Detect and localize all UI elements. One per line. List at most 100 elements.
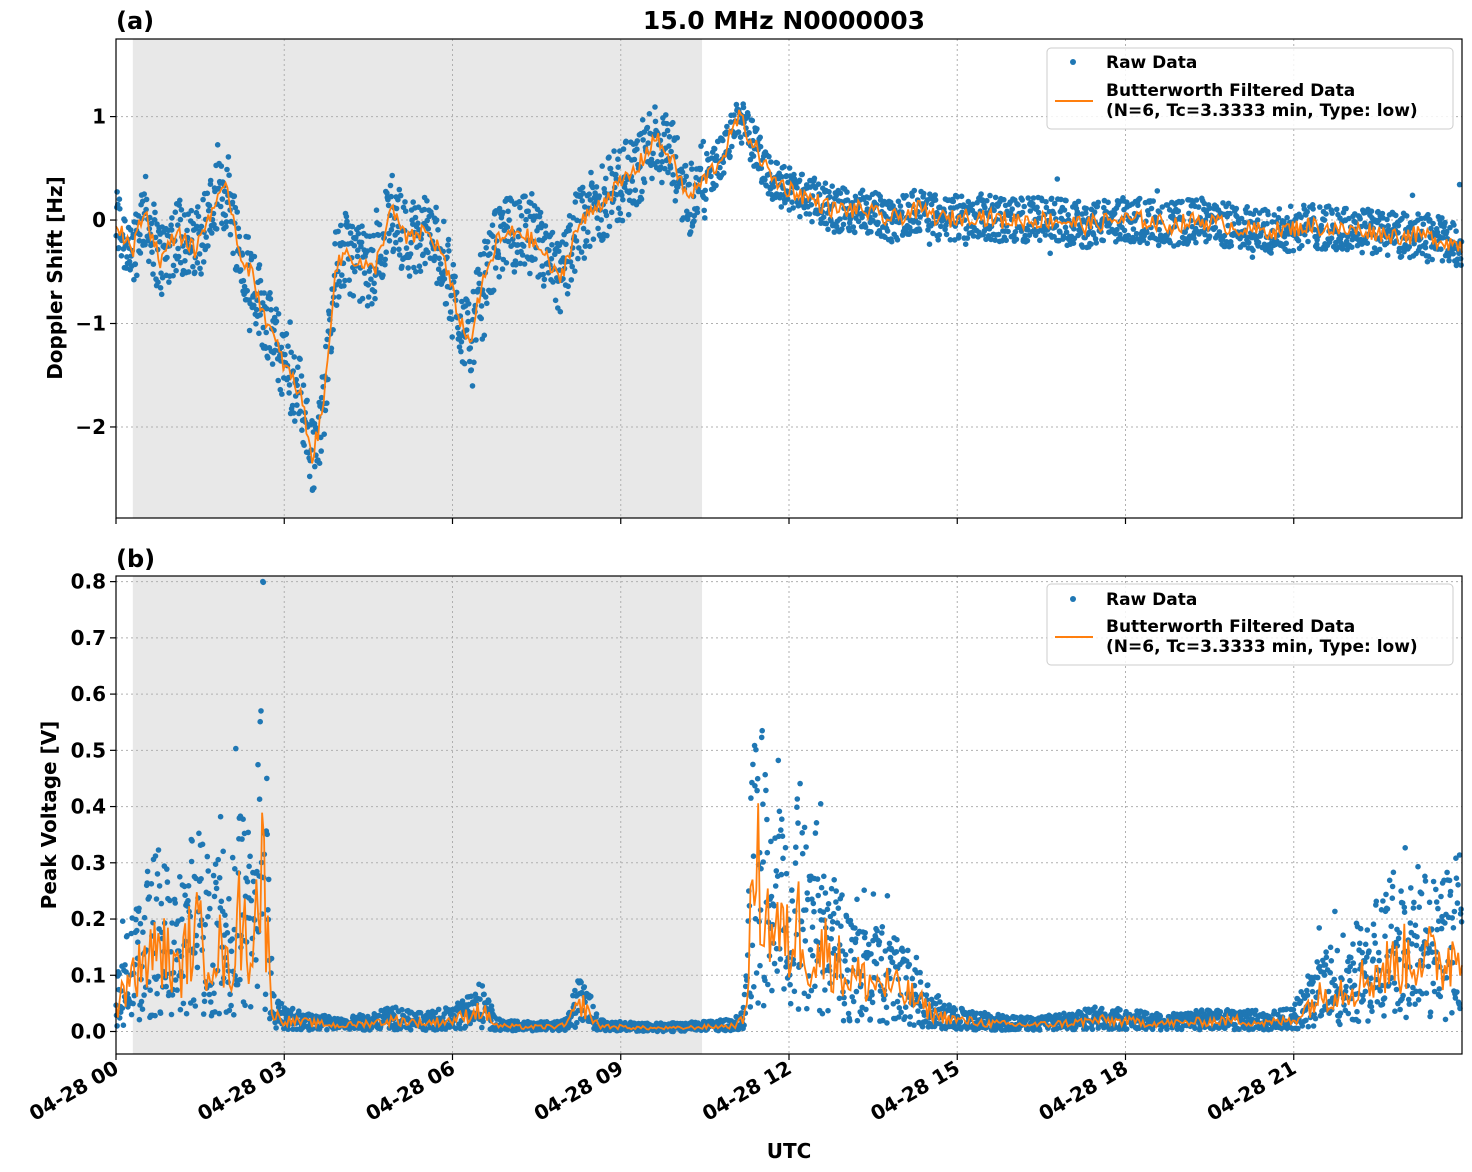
panel-a-raw-point: [294, 382, 301, 389]
panel-a-raw-point: [617, 210, 624, 217]
panel-a-raw-point: [432, 253, 438, 260]
panel-a-raw-point: [393, 205, 400, 212]
panel-b-raw-point: [192, 1003, 199, 1009]
panel-a-raw-point: [408, 239, 414, 246]
panel-a-raw-point: [950, 198, 957, 205]
panel-b-raw-point: [1192, 1025, 1198, 1032]
panel-a-raw-point: [483, 245, 490, 251]
panel-b-raw-point: [894, 998, 901, 1005]
panel-a-raw-point: [251, 253, 258, 260]
panel-a-raw-point: [253, 306, 260, 313]
panel-a-raw-point: [421, 206, 428, 213]
panel-a-raw-point: [424, 198, 430, 204]
panel-a-raw-point: [465, 301, 472, 307]
panel-a-raw-point: [355, 230, 362, 237]
panel-a-raw-point: [672, 198, 679, 204]
panel-a-raw-point: [481, 332, 488, 339]
panel-a-raw-point: [478, 303, 485, 309]
panel-b-raw-point: [155, 847, 162, 853]
panel-b-raw-point: [207, 905, 213, 912]
panel-a-raw-point: [376, 221, 383, 228]
panel-a-raw-point: [195, 213, 202, 220]
panel-a-raw-point: [185, 269, 192, 275]
panel-b-raw-point: [199, 841, 206, 848]
panel-a-raw-point: [1022, 232, 1028, 239]
panel-a-raw-point: [330, 327, 336, 333]
panel-a-raw-point: [299, 427, 305, 434]
panel-a-raw-point: [448, 316, 455, 323]
panel-b-raw-point: [842, 952, 849, 958]
panel-a-raw-point: [342, 277, 348, 284]
panel-a-raw-point: [134, 272, 140, 279]
panel-a-raw-point: [754, 126, 760, 132]
panel-a-raw-point: [638, 196, 645, 202]
panel-a-raw-point: [1364, 240, 1371, 246]
panel-a-raw-point: [701, 207, 707, 214]
panel-a-raw-point: [1101, 204, 1107, 211]
panel-b-raw-point: [177, 874, 183, 880]
panel-a-raw-point: [484, 239, 491, 245]
panel-a-raw-point: [572, 199, 579, 205]
panel-a-raw-point: [169, 215, 175, 221]
panel-a-raw-point: [661, 131, 667, 138]
panel-b-raw-point: [829, 926, 835, 932]
panel-a-raw-point: [1451, 222, 1457, 228]
panel-b-raw-point: [202, 921, 208, 928]
panel-a-raw-point: [393, 239, 399, 246]
panel-a-raw-point: [586, 191, 592, 197]
panel-b-raw-point: [769, 987, 775, 994]
panel-b-raw-point: [226, 1007, 233, 1014]
panel-b-raw-point: [264, 831, 271, 838]
panel-a-raw-point: [580, 190, 586, 196]
panel-b-raw-point: [909, 975, 916, 982]
panel-b-raw-point: [867, 1016, 874, 1022]
panel-a-raw-point: [217, 203, 224, 210]
panel-b-raw-point: [760, 801, 766, 807]
panel-b-raw-point: [825, 901, 832, 907]
panel-a-raw-point: [884, 228, 891, 234]
panel-b-raw-point: [858, 1011, 865, 1018]
panel-a-raw-point: [808, 202, 815, 208]
panel-a-raw-point: [859, 187, 866, 194]
panel-b-raw-point: [876, 939, 883, 945]
panel-a-raw-point: [155, 279, 161, 286]
panel-b-raw-point: [787, 1000, 794, 1007]
panel-a-raw-point: [726, 148, 732, 154]
panel-a-raw-point: [611, 148, 617, 154]
panel-a-raw-point: [583, 238, 590, 244]
panel-b-raw-point: [1303, 1017, 1309, 1024]
panel-a-raw-point: [459, 298, 465, 305]
panel-b-raw-point: [778, 827, 784, 833]
panel-a-raw-point: [974, 199, 980, 206]
panel-a-raw-point: [365, 282, 372, 288]
panel-a-raw-point: [1250, 247, 1256, 254]
panel-a-raw-point: [604, 232, 610, 239]
panel-a-raw-point: [412, 214, 419, 221]
panel-a-raw-point: [195, 204, 201, 210]
panel-a-raw-point: [383, 249, 390, 255]
panel-b-raw-point: [578, 979, 584, 986]
panel-a-raw-point: [177, 216, 184, 223]
panel-b-raw-point: [775, 757, 782, 764]
panel-b-raw-point: [841, 1000, 848, 1007]
panel-a-raw-point: [236, 233, 243, 240]
panel-a-raw-point: [471, 359, 477, 366]
panel-a-raw-point: [935, 237, 941, 243]
panel-a-raw-point: [384, 190, 390, 196]
panel-a-raw-point: [738, 140, 745, 146]
panel-a-raw-point: [964, 235, 971, 241]
panel-a-raw-point: [1144, 240, 1151, 247]
panel-a-raw-point: [196, 251, 203, 257]
panel-a-raw-point: [675, 184, 681, 190]
panel-a-raw-point: [510, 236, 516, 242]
panel-a-raw-point: [1453, 228, 1459, 234]
panel-b-raw-point: [907, 1014, 913, 1020]
panel-a-raw-point: [505, 208, 511, 215]
panel-a-raw-point: [620, 196, 626, 203]
panel-a-raw-point: [708, 173, 714, 180]
panel-b-raw-point: [128, 1011, 135, 1018]
panel-b-raw-point: [120, 1022, 127, 1028]
panel-b-raw-point: [952, 1006, 959, 1013]
panel-a-raw-point: [537, 209, 544, 216]
panel-a-raw-point: [194, 223, 200, 230]
